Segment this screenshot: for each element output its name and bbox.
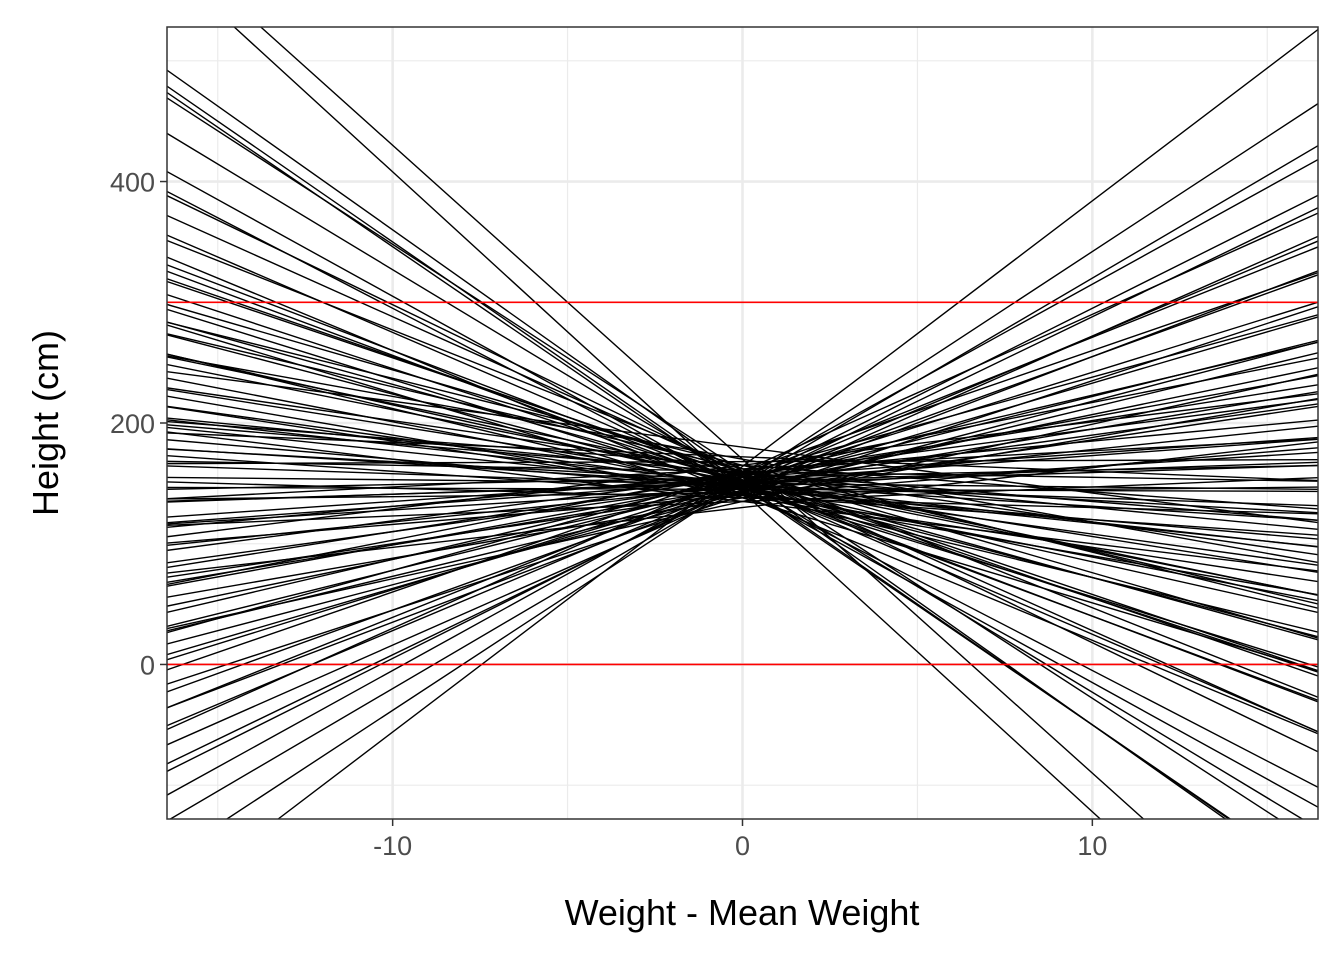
prior-line bbox=[260, 27, 1144, 819]
prior-line bbox=[167, 235, 1318, 746]
prior-line bbox=[167, 352, 1318, 632]
prior-line bbox=[167, 355, 1318, 564]
simulated-lines bbox=[167, 27, 1318, 819]
prior-line bbox=[167, 171, 1318, 808]
prior-line bbox=[167, 212, 1318, 731]
reference-lines bbox=[167, 301, 1318, 666]
y-axis-title: Height (cm) bbox=[25, 330, 66, 516]
prior-line bbox=[167, 461, 1318, 503]
prior-line bbox=[167, 424, 1318, 521]
prior-line bbox=[167, 97, 1279, 819]
prior-line bbox=[167, 280, 1318, 672]
prior-line bbox=[167, 373, 1318, 630]
prior-line bbox=[167, 397, 1318, 598]
prior-line bbox=[167, 390, 1318, 584]
prior-line bbox=[226, 103, 1318, 819]
y-tick-label: 400 bbox=[110, 168, 155, 198]
prior-line bbox=[277, 28, 1318, 819]
prior-line bbox=[167, 448, 1318, 522]
prior-line bbox=[167, 398, 1318, 552]
prior-line bbox=[167, 207, 1318, 765]
prior-line bbox=[167, 393, 1318, 538]
prior-line bbox=[167, 341, 1318, 645]
prior-line bbox=[167, 264, 1318, 703]
prior-line bbox=[167, 458, 1318, 465]
prior-line bbox=[167, 195, 1318, 753]
prior-line bbox=[167, 370, 1318, 524]
x-axis-title: Weight - Mean Weight bbox=[565, 892, 920, 933]
y-tick-label: 200 bbox=[110, 409, 155, 439]
prior-line bbox=[167, 306, 1318, 685]
x-tick-label: -10 bbox=[373, 831, 412, 861]
prior-line bbox=[167, 363, 1318, 596]
prior-line bbox=[167, 406, 1318, 583]
x-tick-label: 10 bbox=[1077, 831, 1107, 861]
prior-line bbox=[167, 333, 1318, 605]
x-tick-label: 0 bbox=[735, 831, 750, 861]
prior-line bbox=[167, 436, 1318, 518]
y-tick-label: 0 bbox=[140, 650, 155, 680]
